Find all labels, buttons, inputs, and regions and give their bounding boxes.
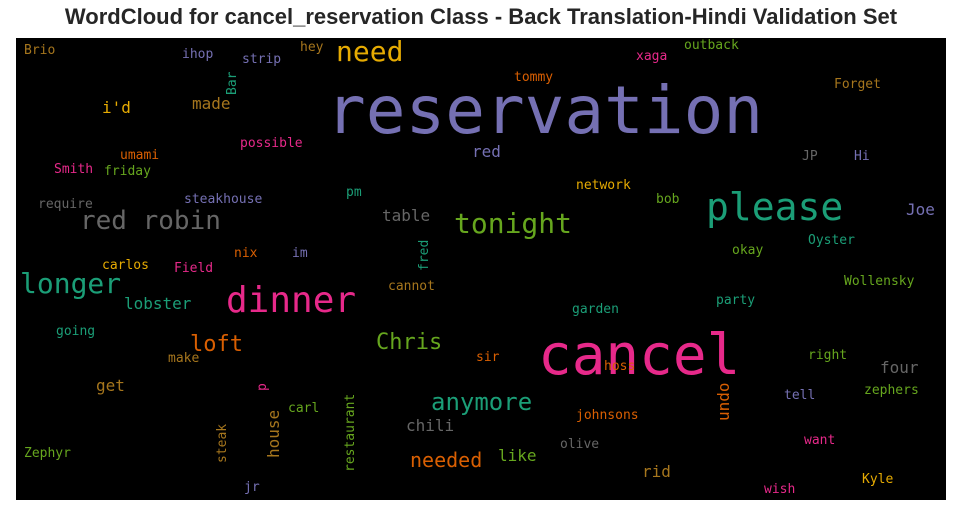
word-sir: sir bbox=[476, 351, 499, 364]
word-hi: Hi bbox=[854, 150, 870, 163]
word-carlos: carlos bbox=[102, 259, 149, 272]
word-zephers: zephers bbox=[864, 384, 919, 397]
word-dinner: dinner bbox=[226, 283, 356, 319]
word-strip: strip bbox=[242, 53, 281, 66]
word-hoss: hoss bbox=[604, 360, 635, 373]
word-party: party bbox=[716, 294, 755, 307]
chart-title: WordCloud for cancel_reservation Class -… bbox=[0, 4, 962, 30]
word-brio: Brio bbox=[24, 44, 55, 57]
word-four: four bbox=[880, 360, 919, 376]
word-steak: steak bbox=[216, 424, 229, 463]
word-bar: Bar bbox=[226, 72, 239, 95]
word-fred: fred bbox=[418, 240, 431, 271]
word-pm: pm bbox=[346, 186, 362, 199]
word-chili: chili bbox=[406, 418, 454, 434]
word-im: im bbox=[292, 247, 308, 260]
word-chris: Chris bbox=[376, 332, 442, 354]
word-cancel: cancel bbox=[538, 328, 740, 384]
word-oyster: Oyster bbox=[808, 234, 855, 247]
word-p: p bbox=[256, 383, 269, 391]
word-steakhouse: steakhouse bbox=[184, 193, 262, 206]
word-jp: JP bbox=[802, 150, 818, 163]
word-going: going bbox=[56, 325, 95, 338]
word-jr: jr bbox=[244, 481, 260, 494]
word-outback: outback bbox=[684, 39, 739, 52]
word-nix: nix bbox=[234, 247, 257, 260]
word-umami: umami bbox=[120, 149, 159, 162]
word-carl: carl bbox=[288, 402, 319, 415]
word-needed: needed bbox=[410, 450, 482, 470]
word-made: made bbox=[192, 96, 231, 112]
word-ihop: ihop bbox=[182, 48, 213, 61]
word-table: table bbox=[382, 208, 430, 224]
word-hey: hey bbox=[300, 41, 323, 54]
word-network: network bbox=[576, 179, 631, 192]
word-wish: wish bbox=[764, 483, 795, 496]
word-tell: tell bbox=[784, 389, 815, 402]
word-field: Field bbox=[174, 262, 213, 275]
word-tommy: tommy bbox=[514, 71, 553, 84]
word-undo: undo bbox=[716, 383, 732, 422]
word-bob: bob bbox=[656, 193, 679, 206]
word-red: red bbox=[472, 144, 501, 160]
word-johnsons: johnsons bbox=[576, 409, 639, 422]
word-cannot: cannot bbox=[388, 280, 435, 293]
word-rid: rid bbox=[642, 464, 671, 480]
word-tonight: tonight bbox=[454, 210, 572, 238]
word-need: need bbox=[336, 38, 403, 66]
word-right: right bbox=[808, 349, 847, 362]
word-xaga: xaga bbox=[636, 50, 667, 63]
word-forget: Forget bbox=[834, 78, 881, 91]
word-wollensky: Wollensky bbox=[844, 275, 914, 288]
word-restaurant: restaurant bbox=[344, 394, 357, 472]
word-zephyr: Zephyr bbox=[24, 447, 71, 460]
word-lobster: lobster bbox=[124, 296, 191, 312]
word-possible: possible bbox=[240, 137, 303, 150]
word-garden: garden bbox=[572, 303, 619, 316]
word-joe: Joe bbox=[906, 202, 935, 218]
word-smith: Smith bbox=[54, 163, 93, 176]
word-please: please bbox=[706, 188, 843, 226]
word-okay: okay bbox=[732, 244, 763, 257]
word-kyle: Kyle bbox=[862, 473, 893, 486]
word-make: make bbox=[168, 352, 199, 365]
wordcloud-canvas: reservation cancel please dinner need red rob… bbox=[16, 38, 946, 500]
word-olive: olive bbox=[560, 438, 599, 451]
word-friday: friday bbox=[104, 165, 151, 178]
word-want: want bbox=[804, 434, 835, 447]
word-i-d: i'd bbox=[102, 100, 131, 116]
word-reservation: reservation bbox=[326, 78, 763, 144]
word-require: require bbox=[38, 198, 93, 211]
word-anymore: anymore bbox=[431, 390, 532, 414]
word-red-robin: red robin bbox=[80, 208, 221, 234]
word-get: get bbox=[96, 378, 125, 394]
word-like: like bbox=[498, 448, 537, 464]
word-house: house bbox=[266, 410, 282, 458]
word-longer: longer bbox=[20, 270, 121, 298]
